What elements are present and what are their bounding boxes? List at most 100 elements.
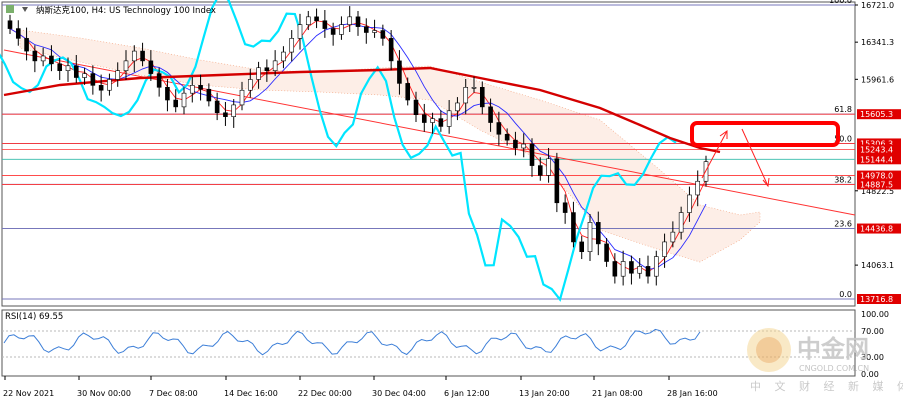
candle-body-59	[496, 122, 502, 135]
candle-body-30	[256, 67, 261, 80]
candle-body-7	[65, 65, 71, 71]
rsi-axis-30: 30.00	[861, 353, 884, 362]
projection-arrow-up-head	[719, 130, 728, 139]
candle-body-67	[562, 202, 568, 213]
candle-body-39	[330, 28, 336, 35]
candle-body-64	[537, 165, 543, 176]
candle-body-17	[148, 60, 154, 74]
candle-body-6	[57, 63, 63, 71]
candle-body-42	[355, 16, 361, 27]
level-label-2: 15243.4	[860, 146, 893, 155]
level-label-4: 14978.0	[860, 172, 893, 181]
candle-body-51	[430, 118, 435, 123]
fib-label-1: 61.8	[834, 105, 852, 114]
candle-body-63	[529, 143, 535, 166]
level-label-5: 14887.5	[860, 180, 893, 189]
x-tick-4: 22 Dec 00:00	[298, 389, 352, 398]
candle-body-55	[463, 87, 469, 104]
candle-body-83	[695, 180, 701, 196]
candle-body-29	[247, 79, 253, 91]
candle-body-20	[173, 99, 179, 108]
header-icon-box	[6, 5, 14, 13]
candle-body-49	[413, 99, 419, 116]
candle-body-81	[678, 212, 684, 233]
candle-body-36	[305, 16, 311, 25]
candle-body-71	[595, 222, 601, 245]
fib-label-2: 50.0	[834, 134, 852, 143]
x-tick-5: 30 Dec 04:00	[372, 389, 426, 398]
candle-body-10	[90, 73, 96, 86]
candle-body-12	[107, 79, 112, 91]
fib-label-4: 23.6	[834, 220, 852, 229]
candle-body-4	[40, 55, 46, 62]
rsi-axis-0: 0.00	[861, 370, 879, 379]
header-icon	[22, 7, 28, 12]
candle-body-21	[181, 92, 187, 108]
candle-body-5	[49, 55, 54, 65]
y-tick-1: 16341.3	[861, 38, 894, 47]
fib-label-3: 38.2	[834, 175, 852, 184]
candle-body-26	[223, 112, 228, 117]
y-tick-2: 15961.6	[861, 75, 894, 84]
target-zone-box[interactable]	[690, 121, 840, 147]
candle-body-73	[612, 261, 618, 277]
projection-arrow-down-head	[762, 177, 770, 188]
candle-body-13	[115, 70, 121, 80]
candle-body-16	[140, 50, 145, 62]
candle-body-72	[604, 243, 609, 262]
y-tick-3: 14822.5	[861, 187, 894, 196]
candle-body-35	[297, 24, 303, 39]
level-box-6	[857, 223, 901, 234]
candle-body-14	[123, 60, 129, 71]
rsi-pane-frame	[1, 309, 856, 377]
candle-body-43	[363, 26, 369, 33]
rsi-label: RSI(14) 69.55	[5, 312, 63, 322]
candle-body-56	[471, 87, 477, 89]
x-tick-0: 22 Nov 2021	[3, 389, 54, 398]
x-tick-2: 7 Dec 08:00	[149, 389, 198, 398]
candle-body-69	[579, 241, 585, 253]
candle-body-68	[571, 212, 576, 243]
candle-body-22	[189, 85, 195, 94]
level-box-1	[857, 138, 901, 149]
candle-body-11	[98, 85, 104, 91]
candle-body-15	[131, 50, 137, 62]
fib-label-5: 0.0	[839, 290, 852, 299]
x-tick-6: 6 Jan 12:00	[444, 389, 490, 398]
candle-body-60	[504, 133, 510, 141]
candle-body-66	[554, 158, 560, 204]
watermark-domain: CNGOLD.COM.CN	[799, 364, 869, 373]
candle-body-52	[438, 118, 444, 127]
x-tick-1: 30 Nov 00:00	[77, 389, 131, 398]
watermark-slogan: 中 文 财 经 新 媒 体	[750, 379, 903, 393]
candle-body-37	[314, 16, 319, 22]
watermark-logo-inner	[756, 337, 782, 363]
price-axis: 16721.0 16341.3 15961.6 14822.5 14063.1 15605…	[855, 1, 901, 304]
candle-body-62	[521, 143, 527, 149]
candle-body-53	[446, 110, 452, 127]
candle-body-41	[347, 16, 353, 25]
candle-body-46	[388, 38, 394, 62]
candle-body-28	[239, 89, 245, 106]
projection-arrow-down	[741, 128, 769, 187]
watermark-logo-icon	[747, 328, 791, 372]
level-label-1: 15306.3	[860, 139, 893, 148]
candle-body-8	[73, 65, 79, 78]
candle-body-76	[637, 266, 643, 274]
candle-body-75	[629, 261, 634, 274]
candle-body-45	[380, 30, 386, 39]
candle-body-34	[289, 38, 295, 53]
rsi-axis-100: 100.00	[861, 310, 889, 319]
x-tick-3: 14 Dec 16:00	[224, 389, 278, 398]
candle-body-33	[281, 51, 286, 62]
candle-body-82	[687, 194, 692, 213]
candle-body-57	[479, 87, 485, 108]
level-box-5	[857, 179, 901, 190]
candle-body-32	[272, 60, 278, 71]
candle-body-23	[198, 85, 203, 90]
watermark-cn: 中金网	[797, 335, 869, 363]
candle-body-27	[231, 104, 237, 117]
projection-arrow-up	[701, 130, 728, 179]
